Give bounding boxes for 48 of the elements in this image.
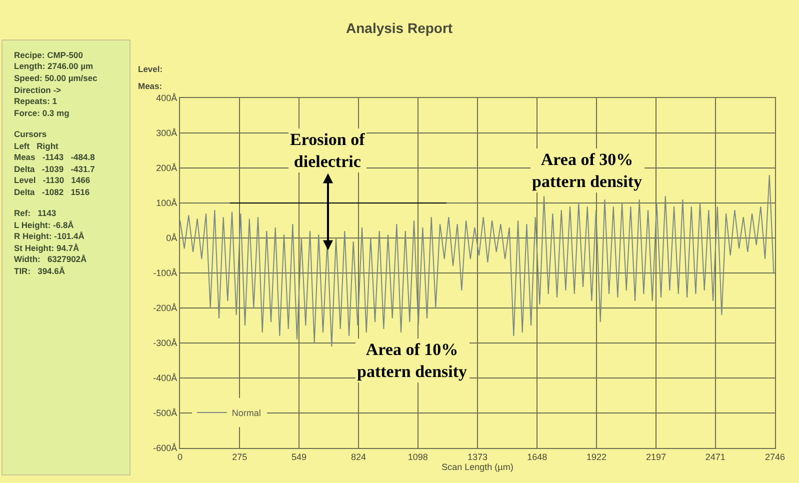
text: TIR: 394.6Å (14, 266, 66, 276)
text: Recipe: CMP-500 (14, 50, 84, 60)
x-tick-label: 275 (232, 452, 248, 462)
x-tick-label: 1098 (408, 452, 428, 462)
x-tick-label: 549 (291, 452, 306, 462)
text: Width: 6327902Å (14, 254, 87, 264)
x-tick-label: 2197 (646, 452, 666, 462)
text: Meas: (138, 81, 162, 91)
y-tick-label: -200Å (153, 303, 178, 314)
y-tick-label: 0Å (166, 233, 178, 244)
x-tick-label: 1373 (467, 452, 488, 462)
text: Speed: 50.00 µm/sec (14, 73, 98, 83)
text: R Height: -101.4Å (14, 231, 84, 241)
text: Repeats: 1 (14, 96, 58, 106)
text: Cursors (14, 129, 47, 139)
text: Level -1130 1466 (14, 175, 90, 185)
text: Force: 0.3 mg (14, 108, 70, 118)
text: Delta -1082 1516 (14, 187, 90, 197)
annotation: Area of 30% pattern density (532, 150, 643, 192)
text: Left Right (14, 141, 59, 151)
y-tick-label: 200Å (156, 163, 178, 174)
x-tick-label: 2746 (764, 452, 786, 462)
x-tick-label: 1922 (586, 452, 606, 462)
x-tick-label: 1648 (527, 452, 548, 462)
y-tick-label: -400Å (153, 373, 178, 384)
text: Ref: 1143 (14, 208, 56, 218)
text: L Height: -6.8Å (14, 220, 74, 230)
text: Direction -> (14, 85, 62, 95)
y-tick-label: 400Å (156, 93, 178, 104)
text: Level: (138, 64, 163, 74)
text: Delta -1039 -431.7 (14, 164, 96, 174)
y-tick-label: -300Å (153, 338, 178, 348)
y-tick-label: -600Å (153, 443, 178, 454)
y-tick-label: 300Å (156, 128, 178, 138)
text: St Height: 94.7Å (14, 243, 80, 253)
x-tick-label: 0 (177, 452, 183, 462)
x-tick-label: 824 (351, 452, 366, 462)
annotation: Erosion of dielectric (290, 130, 366, 172)
x-axis-title: Scan Length (µm) (442, 462, 514, 472)
text: Length: 2746.00 µm (14, 61, 94, 71)
y-tick-label: -100Å (153, 268, 178, 278)
legend-label: Normal (232, 408, 261, 418)
y-tick-label: 100Å (156, 198, 178, 208)
annotation: Area of 10% pattern density (357, 340, 468, 382)
y-tick-label: -500Å (153, 408, 178, 418)
x-tick-label: 2471 (705, 452, 726, 462)
text: Meas -1143 -484.8 (14, 152, 96, 162)
chart-title: Analysis Report (346, 20, 453, 36)
